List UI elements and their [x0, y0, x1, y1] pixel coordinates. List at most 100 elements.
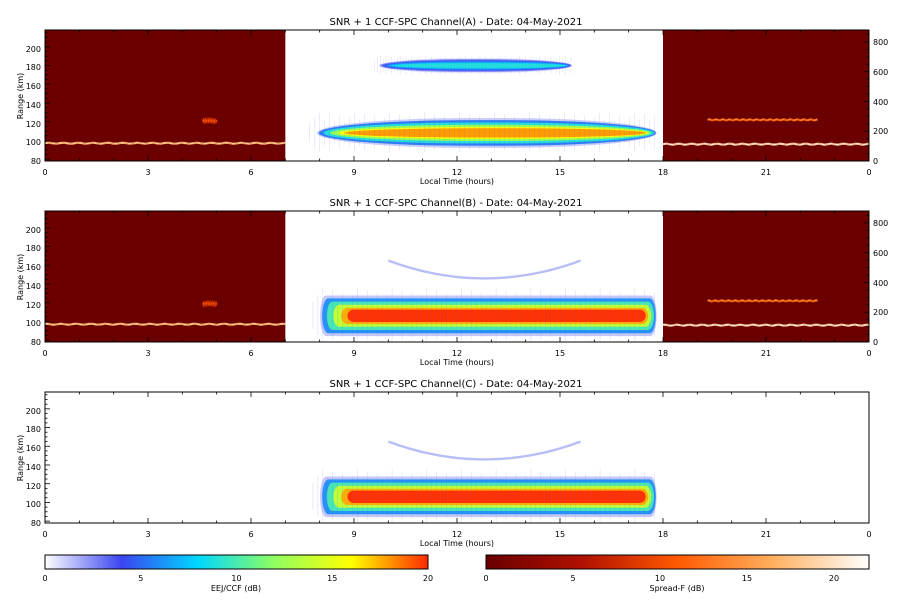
x-tick-label: 6 — [248, 168, 253, 177]
y-tick-label: 180 — [26, 244, 41, 253]
colorbar-spread-f: 0 5 10 15 20 Spread-F (dB) — [483, 554, 870, 593]
x-tick-label: 0 — [42, 530, 47, 539]
y2-tick-label: 600 — [873, 68, 888, 77]
y-tick-label: 160 — [26, 263, 41, 272]
x-tick-label: 12 — [452, 530, 462, 539]
panel-title: SNR + 1 CCF-SPC Channel(A) - Date: 04-Ma… — [330, 17, 583, 28]
spread-f-trace-core — [45, 323, 286, 326]
spread-f-trace-core — [45, 142, 286, 145]
x-tick-label: 9 — [351, 168, 356, 177]
y-tick-label: 160 — [26, 444, 41, 453]
spread-f-region — [45, 211, 286, 342]
panel-channel-c: SNR + 1 CCF-SPC Channel(C) - Date: 04-Ma… — [16, 379, 872, 548]
spread-f-trace — [662, 323, 869, 327]
spread-f-region — [45, 30, 286, 161]
echo-layer-contour — [347, 490, 646, 503]
y-axis-label: Range (km) — [16, 254, 25, 301]
panel-title: SNR + 1 CCF-SPC Channel(C) - Date: 04-Ma… — [329, 379, 582, 390]
colorbar-tick-label: 0 — [483, 574, 488, 583]
y-tick-label: 100 — [26, 319, 41, 328]
y2-tick-label: 200 — [873, 127, 888, 136]
spread-f-trace-core — [202, 301, 217, 306]
y2-tick-label: 0 — [873, 338, 878, 347]
x-axis-label: Local Time (hours) — [420, 358, 494, 367]
y2-tick-label: 800 — [873, 38, 888, 47]
x-tick-label: 18 — [658, 530, 668, 539]
colorbar-tick-label: 15 — [742, 574, 752, 583]
panel-channel-b: SNR + 1 CCF-SPC Channel(B) - Date: 04-Ma… — [16, 198, 888, 367]
x-tick-label: 18 — [658, 349, 668, 358]
tick-marks — [44, 211, 870, 343]
plot-area — [45, 30, 869, 161]
y2-axis-ticks: 0 200 400 600 800 — [873, 219, 888, 347]
colorbar-gradient — [485, 554, 870, 570]
colorbar-tick-label: 10 — [231, 574, 241, 583]
y-tick-label: 100 — [26, 138, 41, 147]
x-tick-label: 0 — [866, 168, 871, 177]
x-tick-label: 12 — [452, 168, 462, 177]
tick-marks — [44, 392, 870, 523]
colorbar-eej-ccf: 0 5 10 15 20 EEJ/CCF (dB) — [42, 554, 433, 593]
colorbar-tick-label: 20 — [829, 574, 839, 583]
x-tick-label: 9 — [351, 530, 356, 539]
x-tick-label: 0 — [42, 349, 47, 358]
panel-title: SNR + 1 CCF-SPC Channel(B) - Date: 04-Ma… — [330, 198, 583, 209]
x-tick-label: 15 — [555, 349, 565, 358]
colorbar-tick-label: 10 — [655, 574, 665, 583]
y-tick-label: 100 — [26, 500, 41, 509]
x-tick-label: 18 — [658, 168, 668, 177]
y2-axis-ticks: 0 200 400 600 800 — [873, 38, 888, 166]
y-tick-label: 200 — [26, 45, 41, 54]
x-axis-label: Local Time (hours) — [420, 177, 494, 186]
y2-tick-label: 600 — [873, 249, 888, 258]
spread-f-region — [663, 30, 869, 161]
y-axis-label: Range (km) — [16, 73, 25, 120]
x-tick-label: 0 — [42, 168, 47, 177]
y-tick-label: 140 — [26, 101, 41, 110]
tick-marks — [44, 30, 870, 162]
panel-channel-a: SNR + 1 CCF-SPC Channel(A) - Date: 04-Ma… — [16, 17, 888, 186]
spread-f-region — [663, 211, 869, 342]
x-tick-label: 15 — [555, 168, 565, 177]
y2-tick-label: 400 — [873, 98, 888, 107]
y-tick-label: 200 — [26, 407, 41, 416]
x-axis-ticks: 0 3 6 9 12 15 18 21 0 — [42, 349, 871, 358]
colorbar-tick-label: 20 — [423, 574, 433, 583]
x-axis-ticks: 0 3 6 9 12 15 18 21 0 — [42, 530, 871, 539]
spread-f-trace-core — [707, 118, 818, 121]
y-tick-label: 80 — [31, 519, 41, 528]
y-tick-label: 120 — [26, 301, 41, 310]
x-axis-label: Local Time (hours) — [420, 539, 494, 548]
y-tick-label: 120 — [26, 120, 41, 129]
x-axis-ticks: 0 3 6 9 12 15 18 21 0 — [42, 168, 871, 177]
x-tick-label: 3 — [145, 349, 150, 358]
x-tick-label: 6 — [248, 349, 253, 358]
echo-arc — [387, 440, 582, 461]
spread-f-trace-core — [202, 118, 218, 123]
echo-layer-contour — [347, 309, 646, 322]
x-tick-label: 3 — [145, 168, 150, 177]
x-tick-label: 6 — [248, 530, 253, 539]
x-tick-label: 0 — [866, 349, 871, 358]
spread-f-trace — [662, 142, 869, 146]
y-tick-label: 140 — [26, 282, 41, 291]
y-tick-label: 180 — [26, 425, 41, 434]
y2-tick-label: 800 — [873, 219, 888, 228]
colorbar-tick-label: 0 — [42, 574, 47, 583]
x-tick-label: 15 — [555, 530, 565, 539]
y-tick-label: 120 — [26, 482, 41, 491]
plot-area — [312, 440, 657, 523]
colorbar-label: Spread-F (dB) — [649, 584, 704, 593]
echo-arc — [387, 259, 582, 280]
x-tick-label: 0 — [866, 530, 871, 539]
x-tick-label: 3 — [145, 530, 150, 539]
y-axis-label: Range (km) — [16, 435, 25, 482]
colorbar-label: EEJ/CCF (dB) — [211, 584, 261, 593]
y2-tick-label: 200 — [873, 308, 888, 317]
y-tick-label: 140 — [26, 463, 41, 472]
colorbar-tick-label: 5 — [570, 574, 575, 583]
plot-area — [45, 211, 869, 342]
x-tick-label: 21 — [761, 349, 771, 358]
